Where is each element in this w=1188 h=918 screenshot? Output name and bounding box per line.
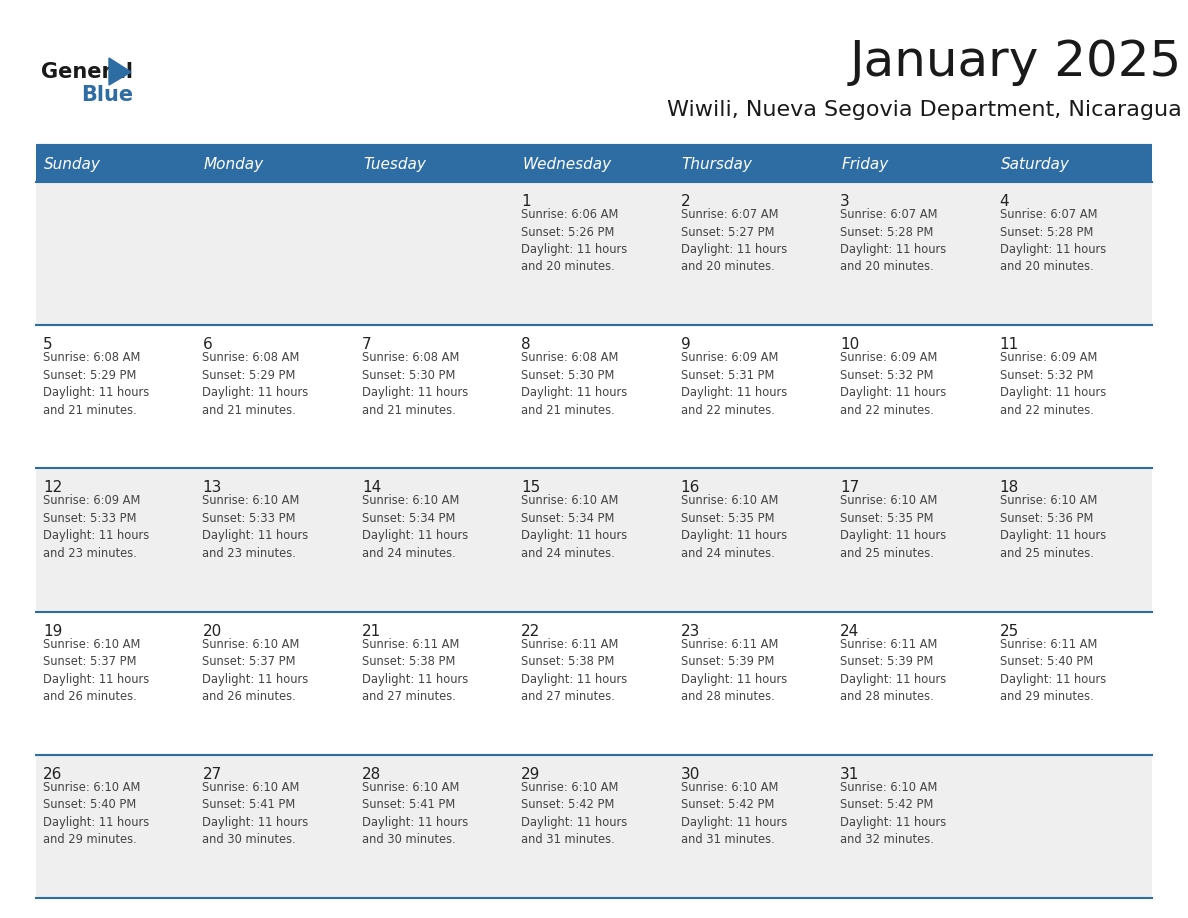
- Text: Friday: Friday: [841, 158, 889, 173]
- Text: Sunrise: 6:06 AM
Sunset: 5:26 PM
Daylight: 11 hours
and 20 minutes.: Sunrise: 6:06 AM Sunset: 5:26 PM Dayligh…: [522, 208, 627, 274]
- Text: 14: 14: [362, 480, 381, 496]
- Text: Sunrise: 6:08 AM
Sunset: 5:29 PM
Daylight: 11 hours
and 21 minutes.: Sunrise: 6:08 AM Sunset: 5:29 PM Dayligh…: [202, 352, 309, 417]
- Text: Sunday: Sunday: [44, 158, 101, 173]
- Text: 19: 19: [43, 623, 63, 639]
- Text: Sunrise: 6:10 AM
Sunset: 5:42 PM
Daylight: 11 hours
and 31 minutes.: Sunrise: 6:10 AM Sunset: 5:42 PM Dayligh…: [681, 781, 786, 846]
- Bar: [36, 148, 1152, 182]
- Text: 6: 6: [202, 337, 213, 353]
- Text: Sunrise: 6:10 AM
Sunset: 5:42 PM
Daylight: 11 hours
and 31 minutes.: Sunrise: 6:10 AM Sunset: 5:42 PM Dayligh…: [522, 781, 627, 846]
- Text: General: General: [42, 62, 133, 82]
- Text: 12: 12: [43, 480, 62, 496]
- Text: 28: 28: [362, 767, 381, 782]
- Text: Sunrise: 6:09 AM
Sunset: 5:32 PM
Daylight: 11 hours
and 22 minutes.: Sunrise: 6:09 AM Sunset: 5:32 PM Dayligh…: [999, 352, 1106, 417]
- Text: 11: 11: [999, 337, 1019, 353]
- Text: Sunrise: 6:10 AM
Sunset: 5:37 PM
Daylight: 11 hours
and 26 minutes.: Sunrise: 6:10 AM Sunset: 5:37 PM Dayligh…: [43, 638, 150, 703]
- Text: Sunrise: 6:10 AM
Sunset: 5:35 PM
Daylight: 11 hours
and 25 minutes.: Sunrise: 6:10 AM Sunset: 5:35 PM Dayligh…: [840, 495, 947, 560]
- Text: Sunrise: 6:10 AM
Sunset: 5:34 PM
Daylight: 11 hours
and 24 minutes.: Sunrise: 6:10 AM Sunset: 5:34 PM Dayligh…: [522, 495, 627, 560]
- Text: 5: 5: [43, 337, 52, 353]
- Text: Sunrise: 6:09 AM
Sunset: 5:31 PM
Daylight: 11 hours
and 22 minutes.: Sunrise: 6:09 AM Sunset: 5:31 PM Dayligh…: [681, 352, 786, 417]
- Text: 10: 10: [840, 337, 859, 353]
- Text: 25: 25: [999, 623, 1019, 639]
- Text: January 2025: January 2025: [849, 38, 1182, 86]
- Text: Sunrise: 6:09 AM
Sunset: 5:32 PM
Daylight: 11 hours
and 22 minutes.: Sunrise: 6:09 AM Sunset: 5:32 PM Dayligh…: [840, 352, 947, 417]
- Text: Sunrise: 6:11 AM
Sunset: 5:40 PM
Daylight: 11 hours
and 29 minutes.: Sunrise: 6:11 AM Sunset: 5:40 PM Dayligh…: [999, 638, 1106, 703]
- Text: 23: 23: [681, 623, 700, 639]
- Text: 26: 26: [43, 767, 63, 782]
- Text: Blue: Blue: [81, 85, 133, 105]
- Text: Sunrise: 6:09 AM
Sunset: 5:33 PM
Daylight: 11 hours
and 23 minutes.: Sunrise: 6:09 AM Sunset: 5:33 PM Dayligh…: [43, 495, 150, 560]
- Text: 13: 13: [202, 480, 222, 496]
- Text: Saturday: Saturday: [1000, 158, 1069, 173]
- Bar: [36, 325, 1152, 468]
- Text: Wiwili, Nueva Segovia Department, Nicaragua: Wiwili, Nueva Segovia Department, Nicara…: [668, 100, 1182, 120]
- Text: 31: 31: [840, 767, 859, 782]
- Text: 3: 3: [840, 194, 849, 209]
- Text: 27: 27: [202, 767, 222, 782]
- Text: 8: 8: [522, 337, 531, 353]
- Text: Sunrise: 6:07 AM
Sunset: 5:28 PM
Daylight: 11 hours
and 20 minutes.: Sunrise: 6:07 AM Sunset: 5:28 PM Dayligh…: [840, 208, 947, 274]
- Bar: [36, 611, 1152, 755]
- Text: Monday: Monday: [203, 158, 264, 173]
- Text: 7: 7: [362, 337, 372, 353]
- Text: 16: 16: [681, 480, 700, 496]
- Text: Sunrise: 6:10 AM
Sunset: 5:34 PM
Daylight: 11 hours
and 24 minutes.: Sunrise: 6:10 AM Sunset: 5:34 PM Dayligh…: [362, 495, 468, 560]
- Text: Sunrise: 6:11 AM
Sunset: 5:38 PM
Daylight: 11 hours
and 27 minutes.: Sunrise: 6:11 AM Sunset: 5:38 PM Dayligh…: [362, 638, 468, 703]
- Bar: [36, 755, 1152, 898]
- Text: 24: 24: [840, 623, 859, 639]
- Text: 2: 2: [681, 194, 690, 209]
- Text: Sunrise: 6:07 AM
Sunset: 5:27 PM
Daylight: 11 hours
and 20 minutes.: Sunrise: 6:07 AM Sunset: 5:27 PM Dayligh…: [681, 208, 786, 274]
- Text: Sunrise: 6:10 AM
Sunset: 5:37 PM
Daylight: 11 hours
and 26 minutes.: Sunrise: 6:10 AM Sunset: 5:37 PM Dayligh…: [202, 638, 309, 703]
- Text: Sunrise: 6:10 AM
Sunset: 5:40 PM
Daylight: 11 hours
and 29 minutes.: Sunrise: 6:10 AM Sunset: 5:40 PM Dayligh…: [43, 781, 150, 846]
- Text: Sunrise: 6:10 AM
Sunset: 5:41 PM
Daylight: 11 hours
and 30 minutes.: Sunrise: 6:10 AM Sunset: 5:41 PM Dayligh…: [202, 781, 309, 846]
- Text: Sunrise: 6:08 AM
Sunset: 5:29 PM
Daylight: 11 hours
and 21 minutes.: Sunrise: 6:08 AM Sunset: 5:29 PM Dayligh…: [43, 352, 150, 417]
- Text: Sunrise: 6:11 AM
Sunset: 5:38 PM
Daylight: 11 hours
and 27 minutes.: Sunrise: 6:11 AM Sunset: 5:38 PM Dayligh…: [522, 638, 627, 703]
- Polygon shape: [109, 58, 131, 85]
- Text: 22: 22: [522, 623, 541, 639]
- Text: 21: 21: [362, 623, 381, 639]
- Text: Sunrise: 6:08 AM
Sunset: 5:30 PM
Daylight: 11 hours
and 21 minutes.: Sunrise: 6:08 AM Sunset: 5:30 PM Dayligh…: [362, 352, 468, 417]
- Text: Sunrise: 6:10 AM
Sunset: 5:36 PM
Daylight: 11 hours
and 25 minutes.: Sunrise: 6:10 AM Sunset: 5:36 PM Dayligh…: [999, 495, 1106, 560]
- Text: Sunrise: 6:10 AM
Sunset: 5:35 PM
Daylight: 11 hours
and 24 minutes.: Sunrise: 6:10 AM Sunset: 5:35 PM Dayligh…: [681, 495, 786, 560]
- Text: Wednesday: Wednesday: [523, 158, 612, 173]
- Text: 29: 29: [522, 767, 541, 782]
- Text: Sunrise: 6:10 AM
Sunset: 5:42 PM
Daylight: 11 hours
and 32 minutes.: Sunrise: 6:10 AM Sunset: 5:42 PM Dayligh…: [840, 781, 947, 846]
- Text: 18: 18: [999, 480, 1019, 496]
- Text: 15: 15: [522, 480, 541, 496]
- Text: Sunrise: 6:11 AM
Sunset: 5:39 PM
Daylight: 11 hours
and 28 minutes.: Sunrise: 6:11 AM Sunset: 5:39 PM Dayligh…: [681, 638, 786, 703]
- Text: 9: 9: [681, 337, 690, 353]
- Text: 20: 20: [202, 623, 222, 639]
- Text: Thursday: Thursday: [682, 158, 752, 173]
- Text: 4: 4: [999, 194, 1009, 209]
- Text: Sunrise: 6:08 AM
Sunset: 5:30 PM
Daylight: 11 hours
and 21 minutes.: Sunrise: 6:08 AM Sunset: 5:30 PM Dayligh…: [522, 352, 627, 417]
- Text: Sunrise: 6:11 AM
Sunset: 5:39 PM
Daylight: 11 hours
and 28 minutes.: Sunrise: 6:11 AM Sunset: 5:39 PM Dayligh…: [840, 638, 947, 703]
- Text: Sunrise: 6:10 AM
Sunset: 5:41 PM
Daylight: 11 hours
and 30 minutes.: Sunrise: 6:10 AM Sunset: 5:41 PM Dayligh…: [362, 781, 468, 846]
- Bar: [36, 182, 1152, 325]
- Text: 17: 17: [840, 480, 859, 496]
- Text: Sunrise: 6:10 AM
Sunset: 5:33 PM
Daylight: 11 hours
and 23 minutes.: Sunrise: 6:10 AM Sunset: 5:33 PM Dayligh…: [202, 495, 309, 560]
- Text: 1: 1: [522, 194, 531, 209]
- Text: 30: 30: [681, 767, 700, 782]
- Text: Sunrise: 6:07 AM
Sunset: 5:28 PM
Daylight: 11 hours
and 20 minutes.: Sunrise: 6:07 AM Sunset: 5:28 PM Dayligh…: [999, 208, 1106, 274]
- Bar: [36, 468, 1152, 611]
- Text: Tuesday: Tuesday: [362, 158, 425, 173]
